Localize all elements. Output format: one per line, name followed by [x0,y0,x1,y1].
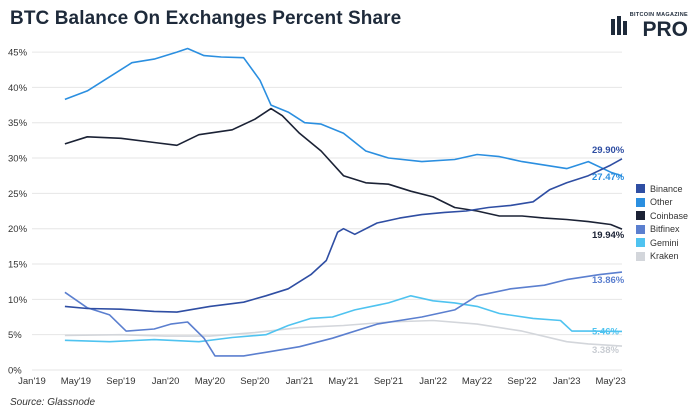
logo-mark-icon [611,16,627,35]
legend-item-kraken: Kraken [636,250,688,264]
series-line-coinbase [64,107,623,230]
legend-item-bitfinex: Bitfinex [636,223,688,237]
x-tick-label: May'19 [61,376,91,387]
y-tick-label: 45% [8,48,28,59]
legend-swatch [636,251,645,261]
x-tick-label: May'21 [328,376,358,387]
y-tick-label: 0% [8,366,22,377]
chart-title: BTC Balance On Exchanges Percent Share [10,8,402,29]
legend-label: Kraken [650,251,679,262]
x-tick-label: Jan'20 [152,376,180,387]
end-label-coinbase: 19.94% [592,230,625,241]
source-note: Source: Glassnode [10,397,96,408]
bitcoin-magazine-pro-logo: BITCOIN MAGAZINE PRO [610,12,688,40]
y-tick-label: 40% [8,83,28,94]
legend-label: Coinbase [650,210,689,221]
end-label-binance: 29.90% [592,145,625,156]
legend-label: Other [650,197,673,208]
end-label-bitfinex: 13.86% [592,275,625,286]
chart-legend: Binance Other Coinbase Bitfinex Gemini Kraken [636,182,688,263]
y-tick-label: 5% [8,330,22,341]
x-tick-label: Sep'21 [374,376,403,387]
logo-main-text: PRO [642,18,688,41]
end-label-kraken: 3.38% [592,345,619,356]
legend-item-binance: Binance [636,182,688,196]
legend-item-coinbase: Coinbase [636,209,688,223]
legend-swatch [636,197,645,207]
y-tick-label: 25% [8,189,28,200]
series-line-other [64,47,623,177]
y-tick-label: 10% [8,295,28,306]
series-line-kraken [64,319,623,347]
x-tick-label: May'23 [595,376,625,387]
end-label-gemini: 5.46% [592,326,619,337]
y-tick-label: 15% [8,260,28,271]
legend-label: Gemini [650,237,679,248]
series-line-bitfinex [64,271,623,357]
x-tick-label: Sep'22 [507,376,536,387]
x-tick-label: Sep'19 [106,376,135,387]
y-tick-label: 30% [8,154,28,165]
x-tick-label: May'20 [195,376,225,387]
legend-swatch [636,211,645,221]
x-tick-label: Jan'22 [419,376,447,387]
legend-swatch [636,224,645,234]
series-line-binance [64,158,623,313]
legend-label: Bitfinex [650,224,680,235]
x-tick-label: May'22 [462,376,492,387]
x-tick-label: Jan'21 [286,376,314,387]
x-tick-label: Sep'20 [240,376,269,387]
y-tick-label: 20% [8,224,28,235]
y-tick-label: 35% [8,118,28,129]
series-line-gemini [64,294,623,343]
end-label-other: 27.47% [592,172,625,183]
legend-item-other: Other [636,196,688,210]
legend-swatch [636,184,645,194]
legend-swatch [636,238,645,248]
legend-item-gemini: Gemini [636,236,688,250]
x-tick-label: Jan'23 [553,376,581,387]
legend-label: Binance [650,183,683,194]
x-tick-label: Jan'19 [18,376,46,387]
logo-top-text: BITCOIN MAGAZINE [629,12,688,18]
